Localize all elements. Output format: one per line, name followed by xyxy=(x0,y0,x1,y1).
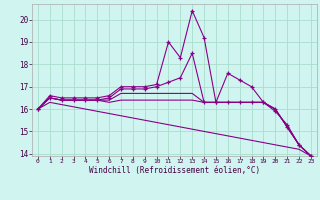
X-axis label: Windchill (Refroidissement éolien,°C): Windchill (Refroidissement éolien,°C) xyxy=(89,166,260,175)
